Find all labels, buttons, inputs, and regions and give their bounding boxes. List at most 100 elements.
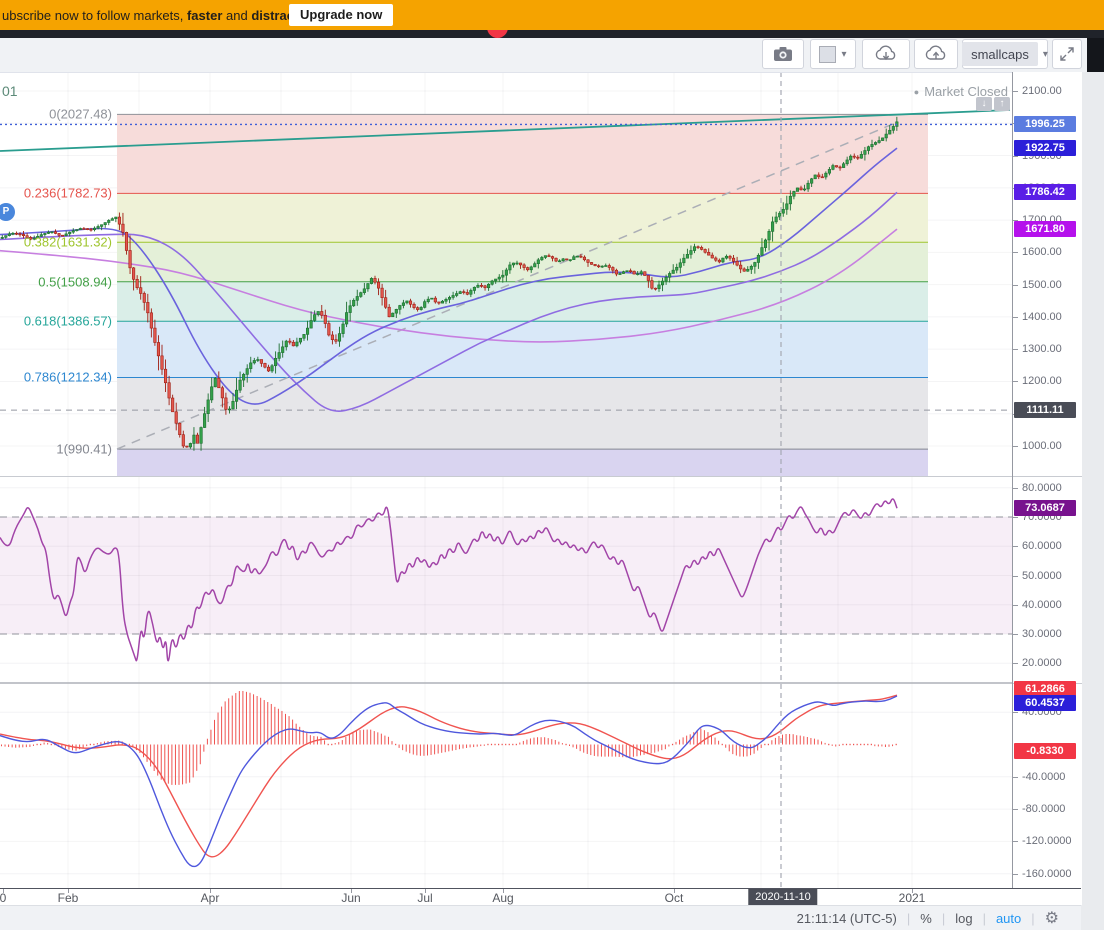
axis-tick-label: 1400.00: [1022, 310, 1062, 323]
axis-tick-mark: [1013, 220, 1018, 222]
ma-slow[interactable]: [0, 228, 898, 343]
time-tick-label: 0: [0, 891, 7, 905]
price-axis[interactable]: 2100.002000.001900.001800.001700.001600.…: [1012, 72, 1082, 905]
axis-tick-mark: [1013, 809, 1018, 811]
axis-tick-mark: [1013, 445, 1018, 447]
fib-level-label: 0.5(1508.94): [38, 274, 112, 290]
pane-macd[interactable]: [0, 684, 1012, 888]
price-badge: 73.0687: [1014, 500, 1076, 517]
axis-tick-label: -120.0000: [1022, 835, 1072, 848]
ma-fast[interactable]: [0, 147, 898, 405]
cloud-download-icon: [875, 45, 896, 61]
time-tick-mark: [912, 889, 913, 893]
axis-tick-label: 2100.00: [1022, 85, 1062, 97]
symbol-select-value: smallcaps: [962, 42, 1038, 66]
rsi-band: [0, 517, 1012, 634]
status-dot-icon: ●: [913, 87, 920, 97]
window-corner-block: [1087, 30, 1104, 72]
axis-tick-mark: [1013, 575, 1018, 577]
price-badge: -0.8330: [1014, 742, 1076, 759]
axis-tick-mark: [1013, 841, 1018, 843]
price-badge: 1922.75: [1014, 140, 1076, 157]
axis-tick-label: 80.0000: [1022, 481, 1062, 494]
axis-tick-label: 30.0000: [1022, 628, 1062, 640]
fib-retracement[interactable]: [117, 113, 928, 476]
time-tick-mark: [503, 889, 504, 893]
chart-canvas[interactable]: [0, 72, 1012, 888]
time-tick-label: Feb: [57, 891, 79, 905]
clock-readout: 21:11:14 (UTC-5): [796, 910, 897, 926]
axis-tick-mark: [1013, 284, 1018, 286]
pane-rsi[interactable]: [0, 477, 1012, 682]
fib-level-label: 0.618(1386.57): [23, 313, 112, 329]
date-badge: 2020-11-10: [748, 889, 818, 906]
rsi-line[interactable]: [0, 498, 898, 662]
axis-tick-label: -40.0000: [1022, 770, 1066, 783]
axis-tick-label: -80.0000: [1022, 803, 1066, 816]
symbol-select[interactable]: smallcaps ▾: [962, 39, 1048, 69]
scroll-down-button[interactable]: ↓: [976, 97, 992, 111]
fib-level-label: 0.382(1631.32): [23, 234, 112, 250]
upgrade-button[interactable]: Upgrade now: [289, 4, 394, 26]
dark-header-strip: [0, 29, 1104, 38]
axis-tick-mark: [1013, 873, 1018, 875]
axis-tick-mark: [1013, 546, 1018, 548]
axis-separator: [1013, 476, 1082, 477]
price-badge: 60.4537: [1014, 695, 1076, 711]
cloud-upload-icon: [925, 45, 946, 60]
fib-level-label: 0(2027.48): [49, 106, 112, 122]
axis-tick-mark: [1013, 712, 1018, 714]
load-chart-button[interactable]: [862, 39, 910, 69]
axis-tick-label: 1600.00: [1022, 246, 1062, 259]
axis-tick-mark: [1013, 349, 1018, 351]
axis-tick-mark: [1013, 634, 1018, 635]
axis-tick-mark: [1013, 91, 1018, 92]
price-badge: 1996.25: [1014, 116, 1076, 133]
market-status: ● Market Closed: [913, 84, 1008, 99]
log-scale-toggle[interactable]: log: [955, 910, 973, 926]
fullscreen-icon: [1060, 47, 1074, 61]
axis-tick-mark: [1013, 663, 1018, 665]
scroll-up-button[interactable]: ↑: [994, 97, 1010, 111]
macd-line[interactable]: [0, 695, 898, 868]
axis-tick-mark: [1013, 517, 1018, 518]
axis-tick-mark: [1013, 776, 1018, 778]
chevron-down-icon: ▾: [841, 48, 847, 60]
price-badge: 61.2866: [1014, 681, 1076, 697]
candlestick-series[interactable]: [0, 116, 899, 451]
axis-tick-mark: [1013, 381, 1018, 383]
axis-tick-mark: [1013, 252, 1018, 254]
save-chart-button[interactable]: [914, 39, 958, 69]
time-tick-label: Apr: [200, 891, 220, 905]
snapshot-button[interactable]: [762, 39, 804, 69]
time-axis[interactable]: 0 Feb Apr Jun Jul Aug Oct 2021 2020-11-10: [0, 888, 1081, 906]
fib-level-label: 1(990.41): [56, 441, 112, 457]
fullscreen-button[interactable]: [1052, 39, 1082, 69]
price-badge: 1111.11: [1014, 402, 1076, 419]
subscribe-banner: ubscribe now to follow markets, faster a…: [0, 0, 1104, 30]
axis-tick-mark: [1013, 487, 1018, 489]
percent-scale-toggle[interactable]: %: [920, 910, 932, 926]
time-tick-mark: [3, 889, 4, 893]
axis-tick-label: 1200.00: [1022, 375, 1062, 388]
layout-select-button[interactable]: ▾: [810, 39, 856, 69]
axis-tick-label: 1300.00: [1022, 343, 1062, 356]
axis-tick-mark: [1013, 604, 1018, 606]
gear-icon[interactable]: ⚙: [1044, 910, 1059, 927]
teal-trendline[interactable]: [0, 109, 1011, 152]
macd-signal-line[interactable]: [0, 694, 898, 858]
fib-level-label: 0.786(1212.34): [23, 369, 112, 385]
time-tick-label: Aug: [492, 891, 514, 905]
auto-scale-toggle[interactable]: auto: [995, 910, 1022, 926]
dashed-trendline[interactable]: [116, 121, 898, 450]
chart-toolbar: ▾ smallcaps ▾: [0, 38, 1104, 72]
fib-level-label: 0.236(1782.73): [23, 185, 112, 201]
ma-mid[interactable]: [0, 191, 898, 412]
publisher-avatar[interactable]: P: [0, 202, 16, 222]
time-tick-mark: [674, 889, 675, 893]
time-tick-mark: [351, 889, 352, 893]
axis-tick-label: 60.0000: [1022, 540, 1062, 553]
chevron-down-icon: ▾: [1042, 48, 1048, 60]
axis-tick-label: 1500.00: [1022, 278, 1062, 291]
